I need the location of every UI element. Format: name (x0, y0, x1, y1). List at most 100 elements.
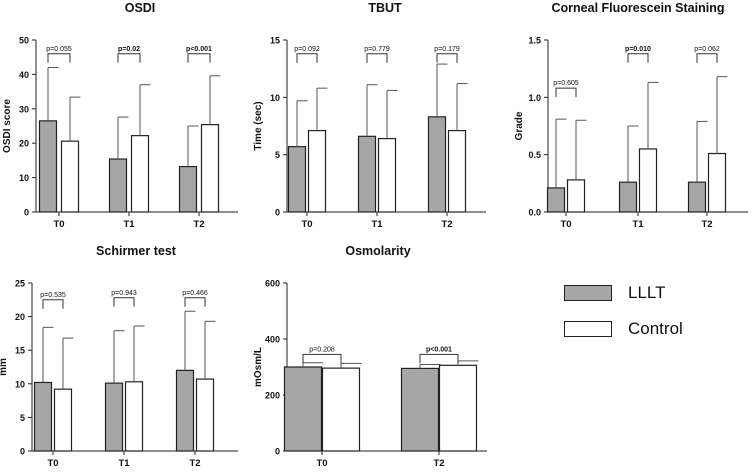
y-tick-label: 200 (265, 391, 280, 401)
p-value-label: p=0.466 (182, 290, 208, 297)
bar-control (447, 129, 467, 213)
bar-control (566, 179, 586, 213)
y-tick-label: 600 (265, 279, 280, 289)
significance-bracket (419, 353, 459, 364)
chart-title: Schirmer test (96, 244, 177, 258)
y-tick-label: 20 (19, 139, 29, 149)
bar-lllt (687, 181, 707, 213)
significance-bracket (627, 53, 649, 63)
significance-bracket (555, 87, 577, 98)
bar-lllt (33, 381, 53, 452)
bar-control (124, 381, 144, 452)
bar-lllt (283, 366, 323, 452)
bar-control (638, 148, 658, 213)
y-tick-label: 40 (19, 70, 29, 80)
bar-control (200, 124, 220, 213)
bar-lllt (357, 135, 377, 213)
bar-control (377, 138, 397, 213)
p-value-label: p=0.092 (294, 46, 320, 53)
y-tick-label: 1.0 (528, 93, 541, 103)
bar-control (307, 129, 327, 213)
bar-lllt (178, 165, 198, 213)
x-tick-label: T1 (123, 219, 135, 230)
bar-control (707, 152, 727, 213)
y-tick-label: 1.5 (528, 36, 541, 46)
y-tick-label: 25 (15, 279, 25, 289)
significance-bracket (296, 53, 318, 63)
y-tick-label: 400 (265, 335, 280, 345)
p-value-label: p=0.02 (118, 46, 140, 53)
significance-bracket (113, 297, 135, 307)
y-tick-label: 15 (270, 36, 280, 46)
y-axis-label: OSDI score (2, 99, 13, 153)
legend-swatch-control (564, 321, 612, 337)
bar-lllt (618, 181, 638, 213)
x-tick-label: T2 (189, 458, 200, 469)
y-tick-label: 0 (24, 208, 29, 218)
x-tick-label: T0 (316, 458, 327, 469)
chart-title: TBUT (368, 1, 402, 15)
chart-panel-1: OSDI OSDI score 0 10 20 30 40 50 T0 T1 T2 p=0.055 p=… (2, 1, 238, 230)
x-tick-label: T1 (632, 219, 644, 230)
y-tick-label: 0.5 (528, 150, 541, 160)
bar-lllt (108, 158, 128, 213)
p-value-label: p=0.179 (434, 46, 460, 53)
y-axis-label: Grade (514, 111, 525, 140)
bar-control (321, 367, 361, 452)
p-value-label: p=0.605 (553, 80, 579, 87)
significance-bracket (302, 353, 342, 364)
y-tick-label: 15 (15, 346, 25, 356)
y-tick-label: 10 (270, 93, 280, 103)
bar-lllt (287, 146, 307, 213)
x-tick-label: T0 (301, 219, 312, 230)
p-value-label: p=0.779 (364, 46, 390, 53)
legend: LLLT Control (564, 282, 683, 354)
bar-lllt (38, 120, 58, 213)
legend-label-lllt: LLLT (628, 283, 666, 302)
p-value-label: p<0.001 (426, 346, 452, 353)
bar-lllt (400, 367, 440, 452)
p-value-label: p<0.001 (186, 46, 212, 53)
chart-title: OSDI (125, 1, 156, 15)
y-axis-label: mm (0, 358, 9, 376)
y-tick-label: 10 (15, 379, 25, 389)
significance-bracket (184, 297, 206, 307)
chart-panel-3: Corneal Fluorescein Staining Grade 0.0 0.5 1… (514, 1, 748, 230)
chart-title: Osmolarity (345, 244, 410, 258)
x-tick-label: T1 (371, 219, 383, 230)
p-value-label: p=0.535 (40, 292, 66, 299)
y-tick-label: 10 (19, 173, 29, 183)
significance-bracket (117, 53, 141, 63)
y-tick-label: 5 (275, 150, 280, 160)
x-tick-label: T2 (701, 219, 712, 230)
bar-control (130, 135, 150, 213)
y-tick-label: 0 (20, 447, 25, 457)
bar-control (438, 364, 478, 452)
significance-bracket (187, 53, 211, 63)
y-tick-label: 20 (15, 312, 25, 322)
significance-bracket (366, 53, 388, 63)
bar-lllt (546, 187, 566, 213)
x-tick-label: T0 (560, 219, 571, 230)
chart-panel-4: Schirmer test mm 0 5 10 15 20 25 T0 T1 T2 p=0.535 p=… (0, 244, 238, 469)
p-value-label: p=0.943 (111, 290, 137, 297)
y-tick-label: 0 (275, 447, 280, 457)
p-value-label: p=0.208 (309, 346, 335, 353)
p-value-label: p=0.010 (625, 46, 651, 53)
bar-control (53, 388, 73, 452)
bar-lllt (427, 116, 447, 213)
legend-label-control: Control (628, 319, 683, 338)
y-tick-label: 0 (275, 208, 280, 218)
x-tick-label: T2 (433, 458, 444, 469)
bar-lllt (175, 369, 195, 452)
y-tick-label: 50 (19, 36, 29, 46)
significance-bracket (696, 53, 718, 63)
chart-panel-2: TBUT Time (sec) 0 5 10 15 T0 T1 T2 p=0.092 p=0.779… (253, 1, 486, 230)
y-tick-label: 30 (19, 104, 29, 114)
x-tick-label: T1 (118, 458, 130, 469)
legend-item-lllt: LLLT (564, 282, 683, 304)
significance-bracket (47, 53, 71, 63)
legend-item-control: Control (564, 318, 683, 340)
